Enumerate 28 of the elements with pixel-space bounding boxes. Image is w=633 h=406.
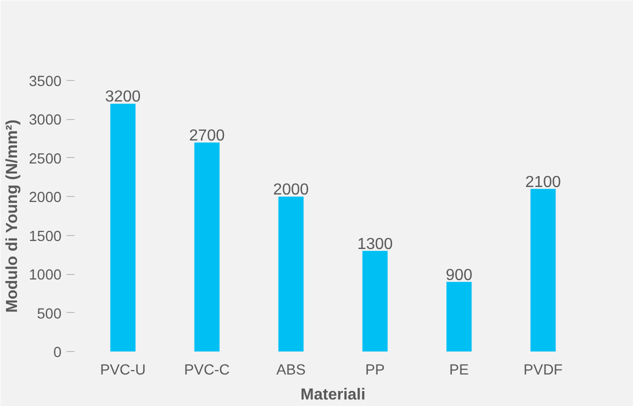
x-tick-label: PP: [365, 362, 385, 378]
y-tick-label: 2500: [28, 151, 62, 168]
x-tick-label: PVC-U: [100, 362, 146, 378]
y-tick-label: 1500: [28, 228, 62, 245]
data-label: 2000: [273, 182, 309, 199]
x-tick-label: PE: [449, 362, 470, 378]
y-tick-label: 0: [53, 345, 62, 361]
data-label: 2700: [189, 127, 225, 144]
x-tick-label: ABS: [276, 362, 306, 378]
y-tick-label: 2000: [28, 190, 62, 206]
bar: [530, 188, 556, 352]
bar: [362, 250, 388, 352]
bar: [278, 196, 304, 352]
bar: [446, 282, 472, 352]
bar: [110, 104, 136, 352]
x-tick-label: PVC-C: [184, 362, 230, 378]
y-tick-label: 500: [37, 306, 62, 322]
y-tick-label: 3500: [28, 74, 62, 90]
y-tick-label: 1000: [28, 268, 62, 284]
data-label: 2100: [525, 174, 561, 191]
x-tick-label: PVDF: [524, 362, 563, 378]
data-label: 3200: [105, 88, 141, 106]
bar: [194, 142, 220, 352]
data-label: 900: [446, 266, 472, 284]
data-label: 1300: [357, 236, 393, 253]
y-axis-title: Modulo di Young (N/mm²): [4, 120, 21, 313]
y-tick-label: 3000: [28, 112, 62, 129]
x-axis-title: Materiali: [300, 386, 366, 404]
